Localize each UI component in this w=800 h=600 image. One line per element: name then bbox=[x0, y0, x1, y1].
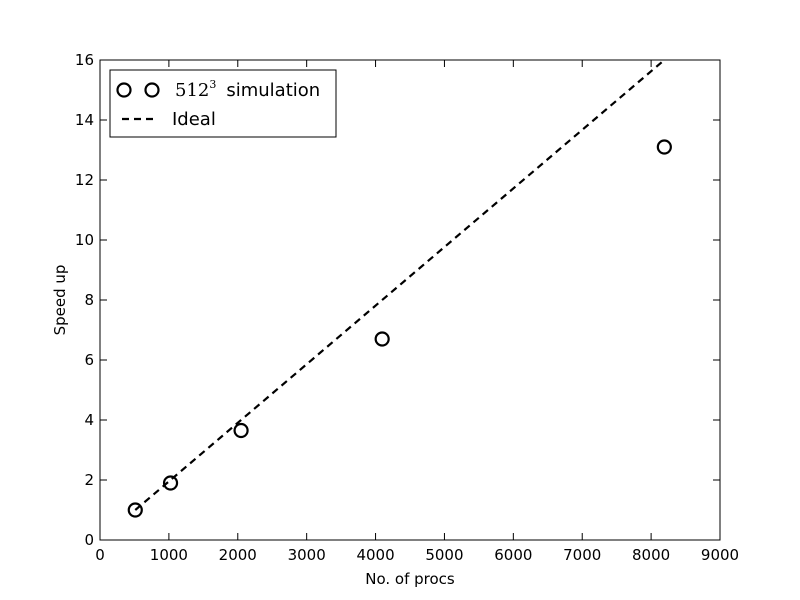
legend-math-exponent: 3 bbox=[209, 78, 216, 91]
y-tick-label: 6 bbox=[84, 351, 94, 369]
y-tick-label: 10 bbox=[75, 231, 94, 249]
legend-box bbox=[109, 69, 337, 138]
series-layer bbox=[127, 59, 672, 518]
x-tick-label: 9000 bbox=[701, 546, 739, 564]
data-point bbox=[162, 475, 179, 491]
plot-area bbox=[100, 60, 720, 540]
plot-frame bbox=[99, 59, 721, 541]
x-tick-label: 1000 bbox=[150, 546, 188, 564]
x-tick-label: 3000 bbox=[288, 546, 326, 564]
legend-label-simulation: 5123 simulation bbox=[175, 78, 320, 101]
y-tick-label: 2 bbox=[84, 471, 94, 489]
data-point bbox=[374, 331, 390, 347]
data-point bbox=[127, 502, 143, 518]
ideal-line bbox=[134, 59, 666, 511]
y-tick-label: 0 bbox=[84, 531, 94, 549]
legend-marker-2 bbox=[144, 82, 160, 98]
x-tick-label: 2000 bbox=[219, 546, 257, 564]
legend: 5123 simulation Ideal bbox=[109, 69, 337, 138]
x-tick-label: 7000 bbox=[563, 546, 601, 564]
y-tick-label: 16 bbox=[75, 51, 94, 69]
y-tick-label: 12 bbox=[75, 171, 94, 189]
data-point bbox=[656, 139, 672, 155]
y-axis-title: Speed up bbox=[51, 265, 69, 336]
legend-label-ideal: Ideal bbox=[172, 109, 216, 130]
x-tick-label: 0 bbox=[95, 546, 105, 564]
x-axis-title: No. of procs bbox=[365, 570, 455, 588]
legend-label-suffix: simulation bbox=[226, 80, 320, 101]
y-tick-label: 14 bbox=[75, 111, 94, 129]
legend-math-base: 512 bbox=[175, 80, 209, 101]
legend-marker-1 bbox=[116, 82, 132, 98]
x-tick-label: 6000 bbox=[494, 546, 532, 564]
x-tick-label: 8000 bbox=[632, 546, 670, 564]
y-tick-label: 8 bbox=[84, 291, 94, 309]
x-tick-label: 4000 bbox=[356, 546, 394, 564]
x-tick-label: 5000 bbox=[425, 546, 463, 564]
data-point bbox=[233, 422, 249, 439]
ticks-layer: 0 1000 2000 3000 4000 5000 6000 7000 8000 9000 0 2 4… bbox=[75, 51, 739, 564]
y-tick-label: 4 bbox=[84, 411, 94, 429]
